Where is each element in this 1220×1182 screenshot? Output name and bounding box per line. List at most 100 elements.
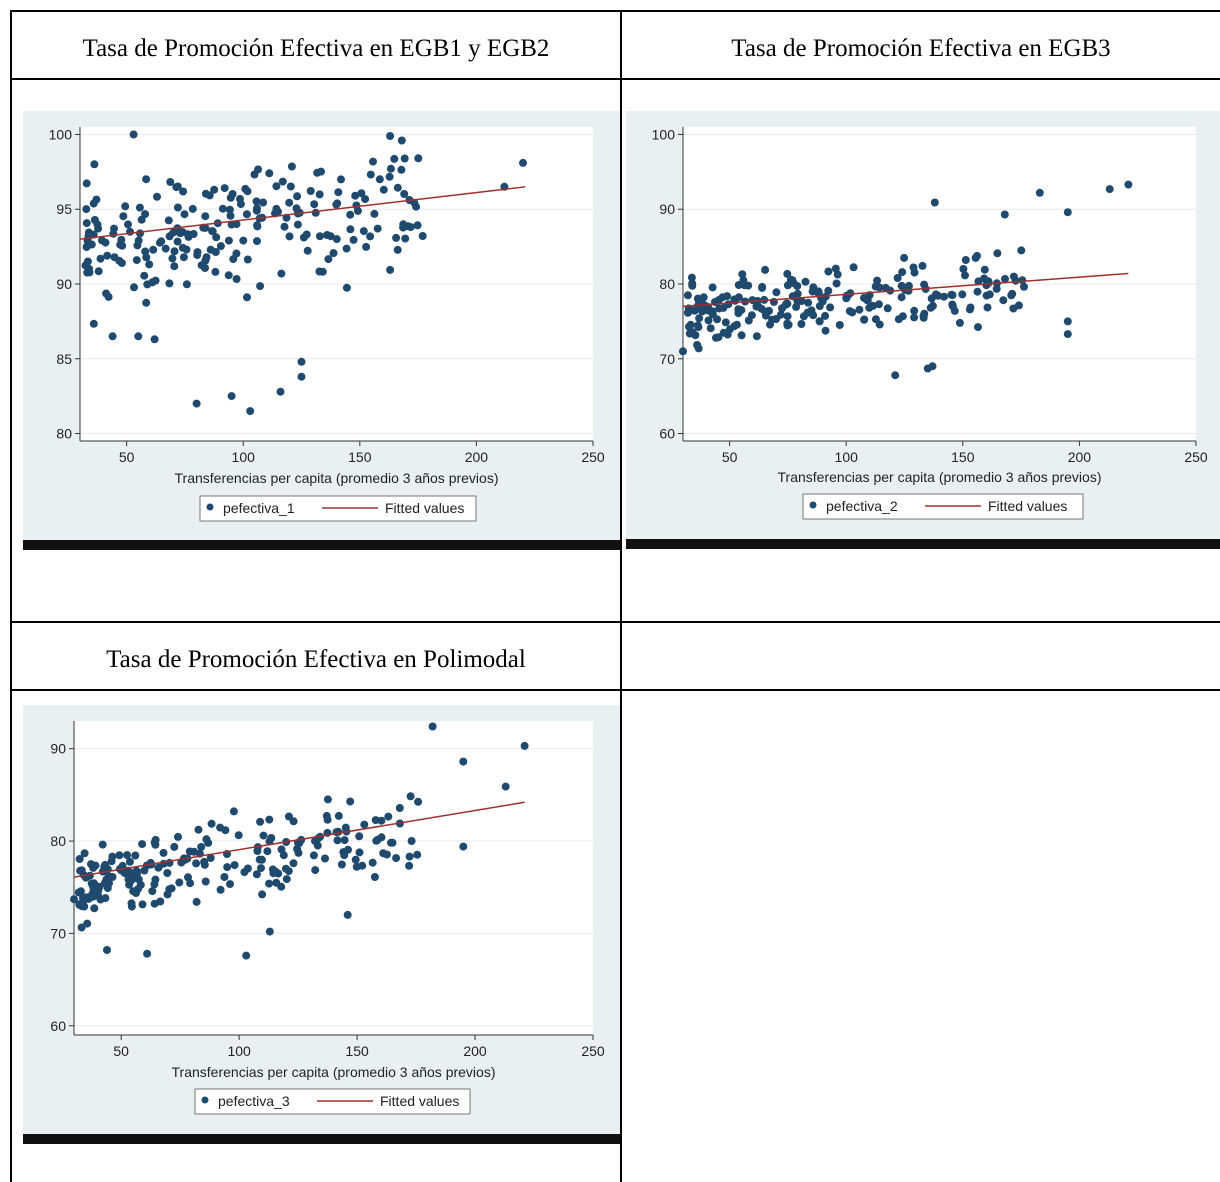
scatter-point <box>985 290 994 299</box>
scatter-point <box>1063 330 1072 339</box>
scatter-point <box>201 256 210 265</box>
scatter-point <box>81 261 90 270</box>
y-tick-label: 100 <box>652 126 676 142</box>
scatter-point <box>1001 275 1009 283</box>
scatter-point <box>166 178 175 186</box>
scatter-point <box>189 230 198 238</box>
x-tick-label: 200 <box>465 449 489 465</box>
scatter-point <box>714 333 723 342</box>
scatter-point <box>173 182 182 191</box>
scatter-point <box>385 172 394 181</box>
scatter-point <box>148 887 157 896</box>
scatter-point <box>326 232 335 241</box>
scatter-point <box>371 816 380 825</box>
scatter-point <box>183 230 192 239</box>
scatter-point <box>824 286 833 295</box>
scatter-point <box>386 164 395 173</box>
scatter-point <box>868 301 877 310</box>
scatter-point <box>272 182 281 191</box>
scatter-point <box>375 175 384 184</box>
scatter-point <box>83 268 92 277</box>
scatter-point <box>134 885 142 894</box>
scatter-point <box>132 256 141 265</box>
scatter-point <box>974 323 982 332</box>
scatter-point <box>227 220 236 229</box>
scatter-point <box>793 282 802 290</box>
cell-title-egb1-egb2: Tasa de Promoción Efectiva en EGB1 y EGB… <box>82 35 550 62</box>
x-tick-label: 150 <box>345 1043 369 1059</box>
scatter-point <box>156 897 165 906</box>
scatter-point <box>311 208 320 217</box>
scatter-point <box>180 210 189 219</box>
scatter-point <box>366 170 375 179</box>
scatter-point <box>243 293 251 302</box>
scatter-point <box>91 861 100 870</box>
scatter-point <box>687 273 696 282</box>
scatter-point <box>197 843 206 851</box>
scatter-point <box>165 279 174 288</box>
scatter-point <box>208 227 217 236</box>
scatter-point <box>96 254 105 263</box>
scatter-point <box>285 232 294 241</box>
scatter-point <box>150 335 159 344</box>
scatter-point <box>704 306 713 315</box>
scatter-point <box>157 237 166 246</box>
scatter-point <box>118 241 127 250</box>
scatter-point <box>253 237 261 246</box>
scatter-point <box>311 866 320 875</box>
scatter-point <box>98 236 106 245</box>
scatter-point <box>124 220 132 229</box>
scatter-point <box>83 919 92 928</box>
scatter-point <box>373 224 382 233</box>
scatter-point <box>98 840 107 849</box>
scatter-point <box>752 332 761 341</box>
scatter-point <box>227 392 236 401</box>
scatter-point <box>250 170 259 179</box>
scatter-point <box>1105 185 1114 194</box>
scatter-point <box>94 267 103 276</box>
scatter-point <box>1035 188 1044 197</box>
y-tick-label: 100 <box>49 126 73 142</box>
scatter-point <box>306 187 315 195</box>
scatter-point <box>333 199 342 208</box>
scatter-point <box>343 910 352 919</box>
scatter-point <box>143 949 152 958</box>
scatter-point <box>80 849 89 858</box>
fitted-line <box>79 186 526 240</box>
scatter-point <box>340 836 349 845</box>
scatter-point <box>103 946 111 954</box>
scatter-point <box>310 200 319 209</box>
scatter-point <box>258 890 267 899</box>
scatter-point <box>758 282 767 291</box>
scatter-point <box>95 882 104 891</box>
scatter-point <box>130 283 138 292</box>
chart-egb3: 60 70 80 90 100 50 100 150 200 250 Transferencias … <box>626 111 1220 549</box>
scatter-point <box>761 265 770 274</box>
scatter-point <box>959 265 968 273</box>
scatter-point <box>871 315 880 324</box>
scatter-point <box>218 204 227 213</box>
scatter-point <box>386 265 395 274</box>
scatter-point <box>683 291 692 300</box>
scatter-point <box>693 321 702 330</box>
scatter-point <box>690 306 699 315</box>
scatter-point <box>175 878 184 887</box>
scatter-point <box>772 288 781 297</box>
scatter-point <box>201 264 209 272</box>
scatter-point <box>388 838 397 847</box>
scatter-point <box>317 167 325 176</box>
scatter-point <box>368 858 377 867</box>
scatter-point <box>265 927 274 936</box>
scatter-point <box>119 212 128 221</box>
scatter-point <box>279 851 288 860</box>
scatter-point <box>263 847 272 856</box>
scatter-point <box>179 187 188 196</box>
scatter-point <box>259 831 268 840</box>
scatter-point <box>999 296 1008 305</box>
scatter-point <box>784 320 793 329</box>
scatter-point <box>723 292 732 301</box>
scatter-point <box>232 275 241 283</box>
scatter-point <box>685 329 694 338</box>
scatter-point <box>329 249 338 258</box>
x-tick-label: 150 <box>348 449 372 465</box>
